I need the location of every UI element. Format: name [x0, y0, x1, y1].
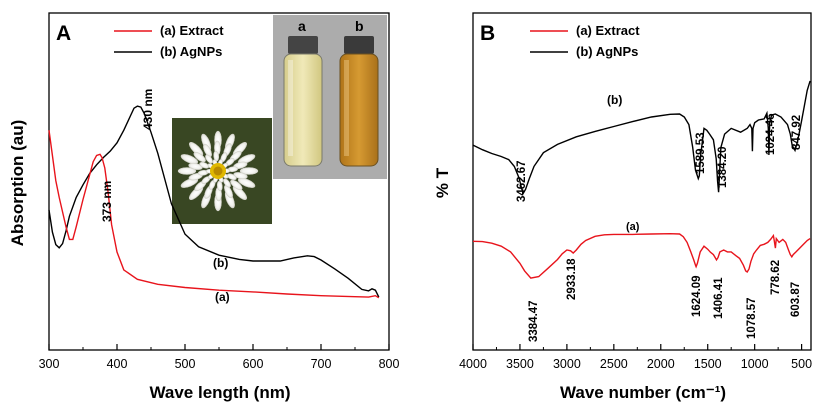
- peak-label-1078-57: 1078.57: [746, 297, 758, 339]
- peak-label-778-62: 778.62: [770, 260, 782, 295]
- panel-a-letter: A: [56, 22, 71, 45]
- flower-petal: [239, 167, 259, 175]
- flower-petal: [223, 178, 231, 188]
- peak-label-1406-41: 1406.41: [713, 277, 725, 319]
- flower-petal: [237, 177, 256, 188]
- panel-a-legend: (a) Extract (b) AgNPs: [114, 23, 224, 59]
- flower-petal: [188, 162, 203, 170]
- peak-label-847-92: 847.92: [791, 115, 803, 150]
- flower-petal: [233, 172, 248, 180]
- vial-a-label: a: [298, 18, 306, 34]
- flower-petal: [193, 151, 206, 163]
- panel-a-tick-label-500: 500: [175, 357, 196, 371]
- annotation-430nm: 430 nm: [141, 89, 155, 130]
- flower-petal: [180, 154, 199, 165]
- flower-petal: [205, 154, 213, 164]
- peak-label-1589-53: 1589.53: [695, 132, 707, 174]
- panel-b-tick-label-2000: 2000: [647, 357, 675, 371]
- series-a-extract: [48, 130, 380, 299]
- peak-label-3384-47: 3384.47: [528, 300, 540, 342]
- panel-b-tick-labels: 4000 3500 3000 2500 2000 1500 1000 500: [459, 357, 812, 371]
- panel-b-tick-label-2500: 2500: [600, 357, 628, 371]
- legend-a-label-agnps: (b) AgNPs: [160, 44, 222, 59]
- panel-b-letter: B: [480, 22, 495, 45]
- panel-a-tick-label-600: 600: [243, 357, 264, 371]
- panel-b-tick-label-500: 500: [791, 357, 812, 371]
- annotation-373nm: 373 nm: [100, 181, 114, 222]
- peak-label-3462-67: 3462.67: [516, 160, 528, 202]
- series-label-a-b: (b): [213, 256, 228, 270]
- panel-a: 300 400 500 600 700 800 A: [8, 12, 400, 402]
- vial-b: [339, 36, 379, 167]
- vials-photo: a b: [273, 15, 387, 179]
- peak-label-603-87: 603.87: [790, 282, 802, 317]
- panel-a-tick-label-700: 700: [311, 357, 332, 371]
- panel-b-tick-label-1500: 1500: [694, 357, 722, 371]
- vial-a: [283, 36, 323, 167]
- peak-label-1384-20: 1384.20: [717, 146, 729, 188]
- panel-b-tick-label-3500: 3500: [506, 357, 534, 371]
- legend-a-label-extract: (a) Extract: [160, 23, 224, 38]
- series-a-agnps: [48, 105, 380, 298]
- vial-b-label: b: [355, 18, 364, 34]
- panel-b: 4000 3500 3000 2500 2000 1500 1000 500 B (a) Ex…: [433, 12, 812, 402]
- panel-b-ticks: [472, 344, 803, 350]
- peak-label-1624-09: 1624.09: [691, 275, 703, 317]
- legend-b-label-agnps: (b) AgNPs: [576, 44, 638, 59]
- panel-b-tick-label-1000: 1000: [741, 357, 769, 371]
- panel-a-tick-label-400: 400: [107, 357, 128, 371]
- series-b-extract: [472, 232, 811, 279]
- flower-petal: [216, 180, 223, 192]
- series-label-b-b: (b): [607, 93, 622, 107]
- panel-b-legend: (a) Extract (b) AgNPs: [530, 23, 640, 59]
- series-label-b-a: (a): [626, 221, 640, 233]
- panel-a-ylabel: Absorption (au): [8, 120, 27, 247]
- panel-b-frame: [472, 12, 812, 351]
- flower-photo: [172, 118, 272, 224]
- flower-petal: [177, 167, 197, 175]
- flower-petal: [230, 179, 243, 191]
- panel-a-tick-labels: 300 400 500 600 700 800: [39, 357, 400, 371]
- series-b-agnps: [472, 80, 811, 195]
- panel-a-xlabel: Wave length (nm): [149, 383, 290, 402]
- panel-b-xlabel: Wave number (cm⁻¹): [560, 383, 726, 402]
- panel-b-tick-label-3000: 3000: [553, 357, 581, 371]
- peak-label-1024-46: 1024.46: [765, 113, 777, 155]
- panel-a-ticks: [48, 344, 390, 350]
- peak-label-2933-18: 2933.18: [566, 258, 578, 300]
- panel-b-tick-label-4000: 4000: [459, 357, 487, 371]
- series-label-a-a: (a): [215, 290, 230, 304]
- panel-a-tick-label-800: 800: [379, 357, 400, 371]
- flower-petals: [177, 130, 259, 212]
- legend-b-label-extract: (a) Extract: [576, 23, 640, 38]
- panel-b-ylabel: % T: [433, 167, 452, 198]
- panel-a-tick-label-300: 300: [39, 357, 60, 371]
- flower-petal: [213, 150, 220, 162]
